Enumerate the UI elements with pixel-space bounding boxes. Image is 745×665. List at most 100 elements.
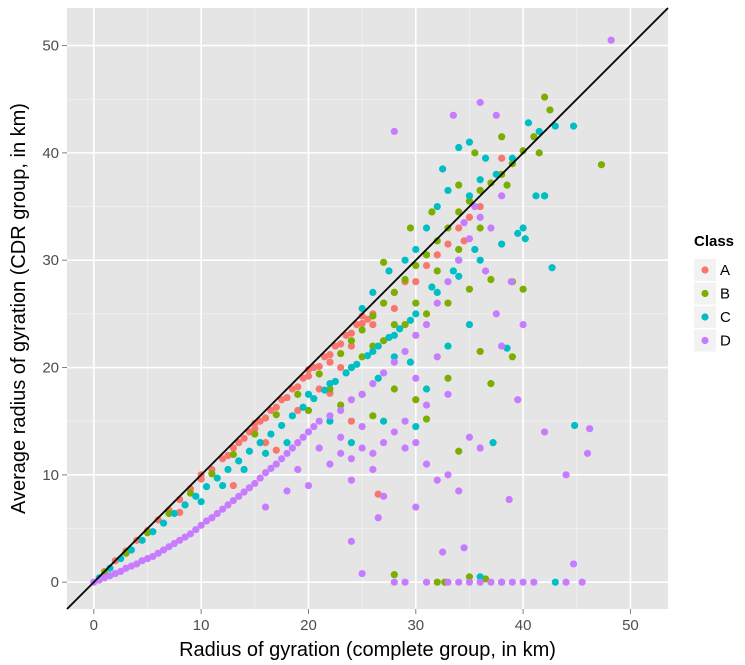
x-tick-label: 30 xyxy=(407,617,424,634)
data-point xyxy=(337,340,344,347)
data-point xyxy=(369,380,376,387)
data-point xyxy=(520,224,527,231)
data-point xyxy=(219,482,226,489)
data-point xyxy=(423,310,430,317)
x-tick-label: 10 xyxy=(193,617,210,634)
data-point xyxy=(240,435,247,442)
data-point xyxy=(412,439,419,446)
data-point xyxy=(477,99,484,106)
data-point xyxy=(487,380,494,387)
data-point xyxy=(509,579,516,586)
data-point xyxy=(273,411,280,418)
data-point xyxy=(380,259,387,266)
legend-title: Class xyxy=(694,233,734,250)
data-point xyxy=(434,251,441,258)
data-point xyxy=(460,544,467,551)
data-point xyxy=(359,391,366,398)
data-point xyxy=(444,342,451,349)
data-point xyxy=(337,364,344,371)
legend: Class ABCD xyxy=(694,233,734,352)
data-point xyxy=(455,224,462,231)
data-point xyxy=(477,348,484,355)
data-point xyxy=(412,278,419,285)
legend-label-B: B xyxy=(720,286,730,303)
data-point xyxy=(532,192,539,199)
data-point xyxy=(444,300,451,307)
data-point xyxy=(522,235,529,242)
data-point xyxy=(380,439,387,446)
data-point xyxy=(192,493,199,500)
data-point xyxy=(305,428,312,435)
data-point xyxy=(300,404,307,411)
data-point xyxy=(380,300,387,307)
x-tick-label: 0 xyxy=(90,617,98,634)
data-point xyxy=(380,493,387,500)
data-point xyxy=(230,451,237,458)
legend-items: ABCD xyxy=(694,259,731,352)
data-point xyxy=(326,380,333,387)
data-point xyxy=(498,579,505,586)
data-point xyxy=(326,359,333,366)
data-point xyxy=(278,422,285,429)
data-point xyxy=(455,273,462,280)
data-point xyxy=(508,278,515,285)
data-point xyxy=(251,430,258,437)
data-point xyxy=(369,412,376,419)
data-point xyxy=(380,418,387,425)
data-point xyxy=(489,439,496,446)
x-axis-ticks: 0 10 20 30 40 50 xyxy=(90,609,639,634)
data-point xyxy=(273,461,280,468)
data-point xyxy=(240,466,247,473)
data-point xyxy=(369,348,376,355)
data-point xyxy=(348,396,355,403)
data-point xyxy=(455,246,462,253)
data-point xyxy=(466,286,473,293)
data-point xyxy=(235,457,242,464)
data-point xyxy=(160,520,167,527)
data-point xyxy=(305,482,312,489)
data-point xyxy=(541,428,548,435)
data-point xyxy=(181,501,188,508)
data-point xyxy=(530,579,537,586)
data-point xyxy=(380,369,387,376)
data-point xyxy=(337,434,344,441)
data-point xyxy=(455,448,462,455)
data-point xyxy=(326,461,333,468)
data-point xyxy=(477,214,484,221)
data-point xyxy=(273,404,280,411)
x-tick-label: 50 xyxy=(622,617,639,634)
data-point xyxy=(359,570,366,577)
data-point xyxy=(548,264,555,271)
data-point xyxy=(444,391,451,398)
data-point xyxy=(541,93,548,100)
data-point xyxy=(466,214,473,221)
data-point xyxy=(369,289,376,296)
legend-label-A: A xyxy=(720,262,730,279)
data-point xyxy=(262,450,269,457)
data-point xyxy=(305,391,312,398)
data-point xyxy=(423,415,430,422)
data-point xyxy=(466,139,473,146)
data-point xyxy=(412,310,419,317)
data-point xyxy=(359,326,366,333)
data-point xyxy=(471,149,478,156)
data-point xyxy=(434,579,441,586)
y-tick-label: 10 xyxy=(42,467,59,484)
data-point xyxy=(423,224,430,231)
data-point xyxy=(316,370,323,377)
data-point xyxy=(584,450,591,457)
data-point xyxy=(571,422,578,429)
data-point xyxy=(482,267,489,274)
data-point xyxy=(283,394,290,401)
data-point xyxy=(391,428,398,435)
y-tick-label: 30 xyxy=(42,252,59,269)
data-point xyxy=(477,257,484,264)
x-axis-title: Radius of gyration (complete group, in k… xyxy=(179,639,556,661)
data-point xyxy=(439,165,446,172)
data-point xyxy=(444,471,451,478)
data-point xyxy=(294,439,301,446)
data-point xyxy=(273,447,280,454)
data-point xyxy=(439,549,446,556)
legend-key-D xyxy=(701,337,708,344)
